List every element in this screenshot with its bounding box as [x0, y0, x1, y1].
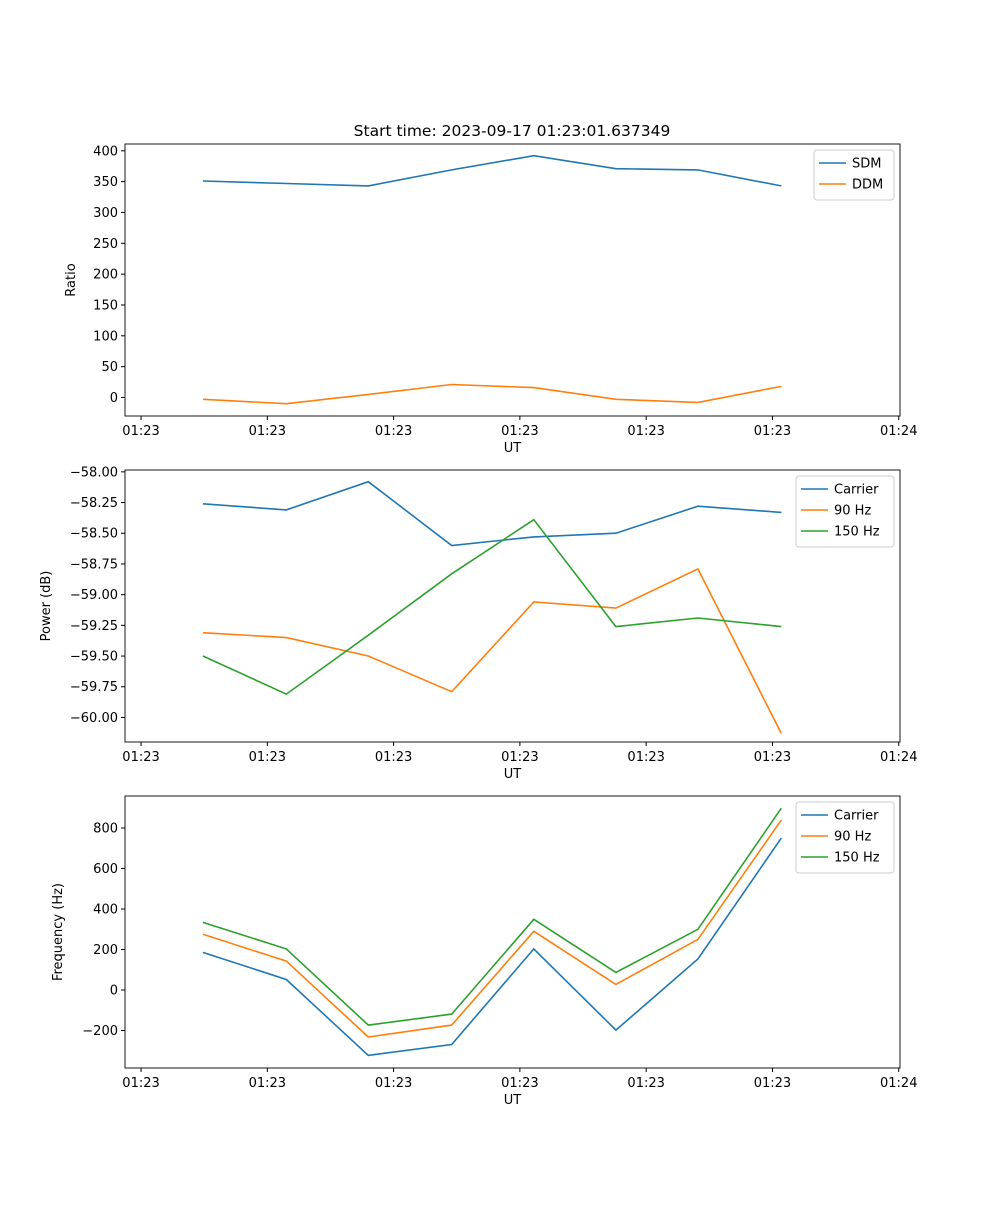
y-tick-label: 200	[93, 268, 118, 283]
y-tick-label: 350	[93, 175, 118, 190]
y-tick-label: −58.50	[70, 527, 118, 542]
x-axis-label: UT	[504, 441, 522, 456]
legend-label: SDM	[852, 157, 881, 172]
y-tick-label: 400	[93, 903, 118, 918]
x-tick-label: 01:23	[375, 750, 412, 765]
y-axis-label: Power (dB)	[39, 571, 54, 642]
y-tick-label: 250	[93, 237, 118, 252]
series-line-90-hz	[203, 820, 781, 1037]
x-tick-label: 01:23	[501, 750, 538, 765]
y-tick-label: 300	[93, 206, 118, 221]
y-tick-label: 0	[110, 984, 118, 999]
y-tick-label: 50	[101, 360, 118, 375]
x-tick-label: 01:23	[501, 424, 538, 439]
axes-frame	[125, 144, 900, 416]
x-axis-label: UT	[504, 1093, 522, 1108]
legend-label: 90 Hz	[834, 830, 871, 845]
y-tick-label: 100	[93, 329, 118, 344]
y-tick-label: −58.00	[70, 465, 118, 480]
legend-label: DDM	[852, 178, 883, 193]
y-axis-label: Frequency (Hz)	[51, 883, 66, 981]
x-tick-label: 01:23	[249, 1076, 286, 1091]
axes-frame	[125, 470, 900, 742]
series-line-sdm	[203, 156, 781, 186]
x-tick-label: 01:23	[249, 750, 286, 765]
series-line-carrier	[203, 838, 781, 1055]
x-tick-label: 01:24	[880, 750, 917, 765]
y-tick-label: 800	[93, 822, 118, 837]
y-tick-label: −59.25	[70, 619, 118, 634]
x-tick-label: 01:24	[880, 1076, 917, 1091]
x-tick-label: 01:23	[501, 1076, 538, 1091]
y-tick-label: −200	[82, 1024, 118, 1039]
y-tick-label: −59.00	[70, 588, 118, 603]
y-axis-label: Ratio	[64, 263, 79, 296]
legend-label: 150 Hz	[834, 851, 880, 866]
x-tick-label: 01:23	[754, 424, 791, 439]
x-tick-label: 01:23	[122, 424, 159, 439]
x-axis-label: UT	[504, 767, 522, 782]
legend-label: 150 Hz	[834, 525, 880, 540]
y-tick-label: 200	[93, 943, 118, 958]
y-tick-label: −59.50	[70, 650, 118, 665]
x-tick-label: 01:23	[754, 750, 791, 765]
series-line-150-hz	[203, 808, 781, 1025]
series-line-ddm	[203, 385, 781, 404]
x-tick-label: 01:23	[627, 750, 664, 765]
y-tick-label: −60.00	[70, 711, 118, 726]
x-tick-label: 01:23	[122, 1076, 159, 1091]
y-tick-label: −58.75	[70, 557, 118, 572]
x-tick-label: 01:23	[627, 1076, 664, 1091]
x-tick-label: 01:23	[122, 750, 159, 765]
y-tick-label: 600	[93, 862, 118, 877]
x-tick-label: 01:24	[880, 424, 917, 439]
legend-label: 90 Hz	[834, 504, 871, 519]
y-tick-label: 0	[110, 391, 118, 406]
y-tick-label: −59.75	[70, 680, 118, 695]
x-tick-label: 01:23	[375, 1076, 412, 1091]
legend-label: Carrier	[834, 483, 879, 498]
legend-label: Carrier	[834, 809, 879, 824]
series-line-150-hz	[203, 520, 781, 694]
chart-title: Start time: 2023-09-17 01:23:01.637349	[354, 122, 671, 140]
y-tick-label: 400	[93, 144, 118, 159]
y-tick-label: 150	[93, 298, 118, 313]
axes-frame	[125, 796, 900, 1068]
x-tick-label: 01:23	[754, 1076, 791, 1091]
x-tick-label: 01:23	[375, 424, 412, 439]
y-tick-label: −58.25	[70, 496, 118, 511]
series-line-carrier	[203, 482, 781, 546]
x-tick-label: 01:23	[627, 424, 664, 439]
series-line-90-hz	[203, 569, 781, 734]
x-tick-label: 01:23	[249, 424, 286, 439]
